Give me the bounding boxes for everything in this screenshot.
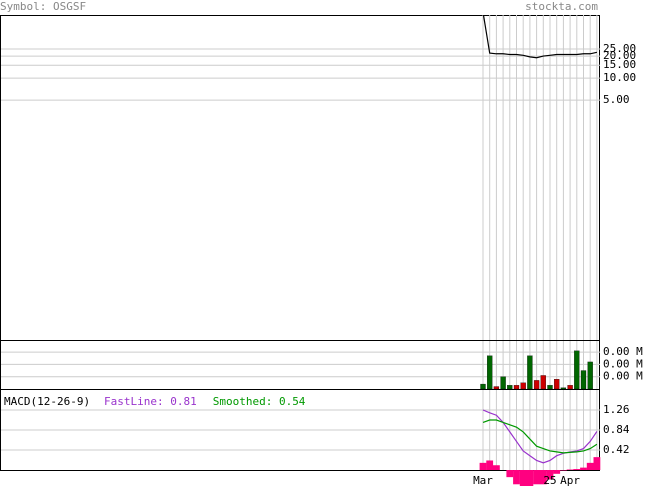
histogram-bar bbox=[593, 457, 601, 470]
histogram-bar bbox=[539, 470, 547, 485]
y-tick-label: 0.00 M bbox=[603, 370, 643, 383]
histogram-bar bbox=[553, 470, 561, 474]
volume-bar bbox=[554, 379, 560, 390]
volume-bar bbox=[500, 376, 506, 390]
x-tick-label: Mar bbox=[473, 474, 493, 486]
line bbox=[482, 409, 598, 464]
histogram-bar bbox=[546, 470, 554, 480]
volume-bar bbox=[527, 355, 533, 390]
histogram-bar bbox=[586, 462, 594, 470]
macd-title: MACD(12-26-9) bbox=[4, 395, 90, 408]
legend-entry: Smoothed: 0.54 bbox=[213, 395, 306, 408]
volume-bar bbox=[513, 385, 520, 390]
histogram-bar bbox=[573, 469, 581, 470]
y-tick-label: 0.00 M bbox=[603, 345, 643, 358]
volume-bar bbox=[507, 385, 513, 390]
volume-bar bbox=[567, 385, 573, 390]
y-tick-label: 15.00 bbox=[603, 58, 636, 71]
y-tick-label: 25.00 bbox=[603, 42, 636, 55]
y-tick-label: 20.00 bbox=[603, 49, 636, 62]
histogram-bar bbox=[493, 465, 500, 470]
symbol: Symbol: OSGSF bbox=[0, 0, 86, 13]
histogram-bar bbox=[519, 470, 527, 486]
histogram-bar bbox=[506, 470, 514, 478]
volume-bar bbox=[574, 350, 580, 390]
y-tick-label: 10.00 bbox=[603, 71, 636, 84]
x-tick-label: Apr bbox=[560, 474, 580, 486]
y-tick-label: 1.26 bbox=[603, 403, 630, 416]
site: stockta.com bbox=[525, 0, 598, 13]
histogram-bar bbox=[486, 460, 494, 470]
volume-bar bbox=[493, 386, 500, 390]
volume-bar bbox=[480, 383, 486, 390]
histogram-bar bbox=[580, 467, 587, 470]
volume-bar bbox=[540, 375, 546, 390]
histogram-bar bbox=[513, 470, 520, 485]
line bbox=[482, 419, 598, 454]
histogram-bar bbox=[479, 462, 487, 470]
y-tick-label: 0.00 M bbox=[603, 357, 643, 370]
histogram-bar bbox=[526, 470, 534, 486]
volume-bar bbox=[520, 382, 526, 390]
volume-bar bbox=[560, 387, 567, 390]
line bbox=[482, 15, 598, 59]
x-tick-label: 25 bbox=[543, 474, 556, 486]
y-tick-label: 5.00 bbox=[603, 93, 630, 106]
volume-bar bbox=[547, 385, 553, 390]
volume-bar bbox=[487, 355, 493, 390]
histogram-bar bbox=[533, 470, 540, 485]
legend-entry: FastLine: 0.81 bbox=[104, 395, 197, 408]
y-tick-label: 0.42 bbox=[603, 443, 630, 456]
volume-bar bbox=[587, 361, 593, 390]
volume-bar bbox=[580, 370, 587, 390]
volume-bar bbox=[533, 380, 540, 390]
y-tick-label: 0.84 bbox=[603, 423, 630, 436]
